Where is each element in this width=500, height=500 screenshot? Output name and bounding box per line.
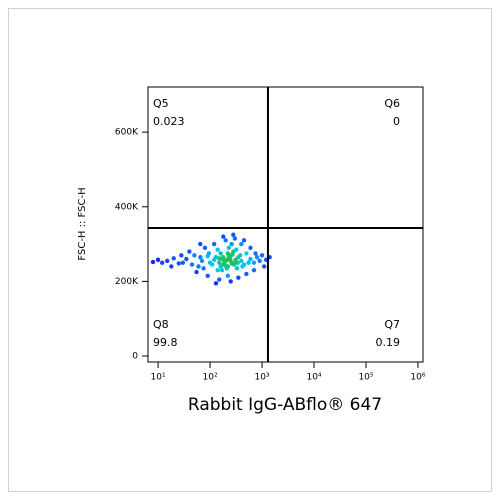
event-point [171, 256, 176, 261]
event-point [221, 234, 226, 239]
event-point [236, 275, 241, 280]
event-point [257, 258, 262, 264]
quadrant-name: Q8 [153, 318, 169, 331]
event-point [218, 251, 223, 256]
event-point [215, 247, 220, 252]
event-point [224, 257, 230, 262]
event-point [226, 245, 232, 251]
quadrant-percent: 0.19 [376, 336, 401, 349]
event-point [180, 260, 186, 265]
y-tick-label: 400K [115, 202, 139, 212]
event-point [233, 257, 238, 262]
event-point [179, 253, 184, 258]
event-point [239, 241, 244, 247]
event-point [217, 277, 222, 282]
event-point [159, 260, 165, 265]
event-point [232, 236, 238, 241]
plot-frame [147, 86, 424, 363]
event-point [176, 261, 181, 266]
event-point [213, 281, 219, 286]
event-point [211, 241, 217, 247]
x-tick-label: 10³ [254, 373, 269, 383]
event-point [259, 253, 265, 258]
event-point [217, 260, 222, 265]
event-point [192, 253, 197, 258]
event-point [215, 268, 220, 273]
event-point [150, 259, 156, 265]
event-point [231, 232, 236, 237]
event-point [228, 258, 233, 264]
event-point [229, 241, 234, 247]
event-point [228, 279, 233, 284]
x-tick-label: 10⁶ [410, 373, 425, 383]
event-point [223, 263, 228, 268]
event-point [194, 269, 199, 275]
event-point [239, 258, 244, 264]
event-point [198, 254, 203, 260]
event-point [184, 256, 189, 262]
x-tick-label: 10⁴ [306, 373, 321, 383]
y-tick-label: 600K [115, 128, 139, 138]
event-point [165, 258, 170, 264]
event-point [199, 258, 205, 264]
event-point [226, 253, 232, 259]
x-axis-label: Rabbit IgG-ABflo® 647 [188, 395, 382, 415]
event-point [246, 260, 251, 265]
y-axis-label: FSC-H :: FSC-H [77, 187, 88, 260]
event-point [223, 238, 228, 243]
event-point [210, 262, 215, 267]
event-point [155, 257, 161, 262]
x-tick-label: 10² [203, 373, 218, 383]
x-tick-label: 10⁵ [358, 373, 373, 383]
event-point [230, 252, 235, 257]
event-point [202, 245, 208, 251]
event-point [240, 264, 245, 269]
event-point [248, 256, 253, 262]
event-point [205, 273, 210, 279]
event-point [189, 262, 195, 267]
event-point [253, 251, 258, 256]
event-point [225, 273, 231, 279]
y-tick-label: 0 [132, 352, 138, 362]
event-point [205, 253, 210, 259]
event-point [201, 266, 206, 271]
x-tick-label: 10¹ [151, 373, 166, 383]
event-point [241, 238, 247, 243]
event-point [251, 260, 257, 265]
event-point [169, 264, 174, 269]
frame [8, 8, 492, 492]
quadrant-percent: 0.023 [153, 115, 185, 128]
event-point [236, 254, 241, 260]
event-point [244, 251, 249, 256]
event-point [219, 268, 225, 273]
event-point [234, 266, 240, 271]
quadrant-percent: 99.8 [153, 336, 178, 349]
y-tick-label: 200K [115, 277, 139, 287]
quadrant-percent: 0 [393, 115, 400, 128]
event-point [251, 268, 257, 273]
event-point [198, 241, 203, 247]
event-point [196, 264, 201, 269]
event-point [261, 264, 267, 269]
event-point [244, 271, 249, 277]
quadrant-name: Q6 [384, 97, 400, 110]
event-point [248, 245, 253, 251]
quadrant-name: Q5 [153, 97, 169, 110]
event-point [187, 249, 192, 254]
event-point [219, 256, 225, 262]
event-point [254, 254, 260, 260]
quadrant-name: Q7 [384, 318, 400, 331]
